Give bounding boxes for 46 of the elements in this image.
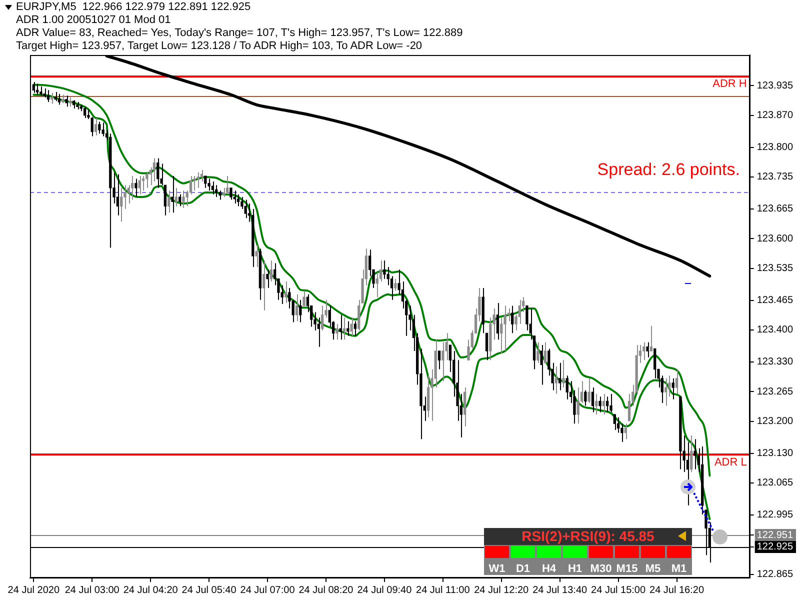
text: ADR 1.00 20051027 01 Mod 01	[16, 14, 171, 27]
category-label: M30	[590, 562, 612, 577]
x-tick-label: 24 Jul 08:20	[298, 584, 354, 596]
y-tick-label: 123.800	[756, 142, 794, 154]
annotation: Spread: 2.6 points.	[597, 160, 740, 180]
y-tick-label: 123.600	[756, 233, 794, 244]
y-tick-label: 123.330	[756, 356, 794, 368]
y-tick-label: 123.935	[756, 80, 794, 92]
x-tick-label: 24 Jul 03:00	[64, 584, 120, 596]
x-tick-label: 24 Jul 05:40	[182, 584, 237, 596]
y-tick-label: 123.065	[756, 478, 794, 489]
category-label: H4	[542, 562, 556, 577]
y-tick-label: 123.665	[756, 204, 794, 215]
x-tick-label: 24 Jul 12:20	[474, 584, 530, 596]
y-tick-label: 122.995	[756, 510, 794, 521]
x-tick-label: 24 Jul 09:40	[357, 584, 412, 596]
y-tick-label: 123.130	[756, 448, 794, 460]
text: RSI(2)+RSI(9): 45.85	[522, 528, 654, 545]
y-tick-label: 123.870	[756, 110, 794, 122]
x-tick-label: 24 Jul 15:00	[591, 584, 646, 596]
y-tick-label: 122.925	[756, 542, 794, 553]
x-tick-label: 24 Jul 04:20	[123, 584, 178, 596]
y-tick-label: 122.951	[756, 530, 794, 541]
ref-line-label: ADR H	[712, 78, 747, 90]
x-tick-label: 24 Jul 11:00	[416, 584, 470, 596]
category-label: W1	[488, 562, 506, 577]
category-label: M5	[645, 562, 661, 577]
y-tick-label: 123.535	[756, 263, 794, 274]
y-tick-label: 122.865	[756, 569, 794, 580]
x-tick-label: 24 Jul 07:00	[240, 584, 296, 596]
text: ADR Value= 83, Reached= Yes, Today's Range= 107, T's High= 123.957, T's Low= 122.889	[16, 27, 463, 40]
ref-line-label: ADR L	[714, 456, 747, 469]
category-label: M15	[616, 562, 638, 577]
x-tick-label: 24 Jul 13:40	[532, 584, 588, 596]
chart-title: EURJPY,M5 122.966 122.979 122.891 122.925	[16, 1, 251, 14]
y-tick-label: 123.465	[756, 295, 794, 306]
y-tick-label: 123.265	[756, 386, 794, 398]
x-tick-label: 24 Jul 16:20	[650, 584, 704, 596]
category-label: D1	[516, 562, 530, 577]
category-label: M1	[671, 562, 687, 577]
y-tick-label: 123.400	[756, 324, 794, 336]
y-tick-label: 123.735	[756, 172, 794, 183]
x-tick-label: 24 Jul 2020	[8, 584, 60, 596]
y-tick-label: 123.200	[756, 416, 794, 428]
text: Target High= 123.957, Target Low= 123.128 / To ADR High= 103, To ADR Low= -20	[16, 40, 422, 53]
category-label: H1	[568, 562, 582, 577]
